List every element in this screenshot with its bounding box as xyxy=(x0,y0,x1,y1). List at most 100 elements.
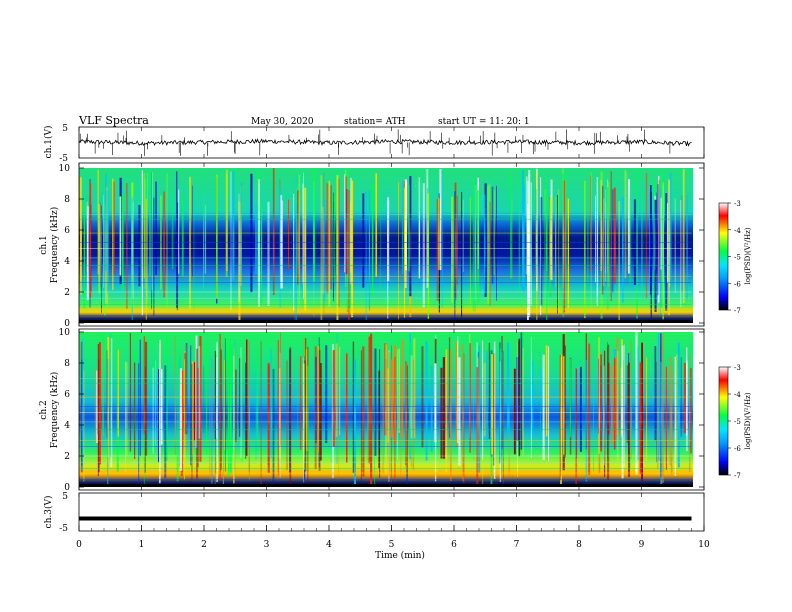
spectrogram-streak xyxy=(325,345,328,444)
spectrogram-streak xyxy=(317,348,318,450)
spectrogram-streak xyxy=(397,335,399,443)
spectrogram-streak xyxy=(405,362,408,470)
spectrogram-streak xyxy=(131,197,133,321)
spectrogram-streak xyxy=(626,365,628,443)
spectrogram-streak xyxy=(323,198,326,301)
colorbar-ch2-gradient xyxy=(718,366,729,476)
spectrogram-streak xyxy=(508,369,510,477)
spectrogram-streak xyxy=(453,186,454,288)
spectrogram-streak xyxy=(367,364,370,461)
spectrogram-streak xyxy=(677,342,680,468)
ch3-ylabel: ch.3(V) xyxy=(43,496,54,529)
spectrogram-streak xyxy=(522,348,524,456)
spectrogram-streak xyxy=(248,341,250,478)
spectrogram-streak xyxy=(258,179,260,307)
spectrogram-streak xyxy=(79,200,82,295)
spectrogram-streak xyxy=(482,340,484,460)
spectrogram-streak xyxy=(665,366,667,470)
spectrogram-streak xyxy=(171,186,174,270)
spectrogram-streak xyxy=(610,171,612,301)
spectrogram-streak xyxy=(507,342,510,435)
spectrogram-streak xyxy=(585,360,588,482)
spectrogram-streak xyxy=(689,368,692,454)
spectrogram-streak xyxy=(158,369,160,463)
colorbar-ch2-label: log(PSD)(V²/Hz) xyxy=(744,392,752,449)
spectrogram-streak xyxy=(362,193,365,288)
spectrogram-streak xyxy=(317,346,320,453)
spectrogram-streak xyxy=(425,341,428,461)
spectrogram-streak xyxy=(557,195,558,314)
spectrogram-streak xyxy=(540,197,543,306)
spectrogram-streak xyxy=(600,354,602,452)
spectrogram-streak xyxy=(95,370,98,443)
y-tick-label: 2 xyxy=(64,452,70,462)
spectrogram-streak xyxy=(484,183,487,297)
spectrogram-streak xyxy=(333,192,334,302)
spectrogram-streak xyxy=(441,170,443,309)
spectrogram-streak xyxy=(473,363,474,461)
spectrogram-streak xyxy=(294,201,296,322)
spectrogram-streak xyxy=(661,172,663,308)
spectrogram-streak xyxy=(214,350,216,440)
spectrogram-streak xyxy=(683,363,686,434)
spectrogram-streak xyxy=(540,177,542,315)
spectrogram-streak xyxy=(337,179,340,307)
spectrogram-streak xyxy=(145,198,147,320)
spectrogram-streak xyxy=(584,180,586,319)
ch2-spectrogram-hlines xyxy=(79,378,692,487)
ch1-ylabel: ch.1(V) xyxy=(43,126,54,159)
spectrogram-streak xyxy=(86,206,89,301)
spectrogram-streak xyxy=(84,191,86,284)
ch3-ytick-top: 5 xyxy=(62,492,68,502)
spectrogram-streak xyxy=(491,186,494,284)
spectrogram-streak xyxy=(662,182,664,320)
spectrogram-streak xyxy=(280,332,281,445)
spectrogram-streak xyxy=(307,365,309,452)
colorbar-tick-label: -3 xyxy=(734,200,741,208)
spectrogram-streak xyxy=(267,201,270,306)
spectrogram-streak xyxy=(339,346,341,436)
spectrogram-streak xyxy=(89,182,92,298)
spectrogram-streak xyxy=(604,350,606,477)
spectrogram-streak xyxy=(402,180,403,274)
spectrogram-streak xyxy=(489,201,491,307)
spectrogram-streak xyxy=(203,366,205,433)
ch2-spectrogram-ylabel: Frequency (kHz) xyxy=(49,372,60,449)
spectrogram-streak xyxy=(155,181,157,275)
spectrogram-streak xyxy=(682,169,685,304)
spectrogram-streak xyxy=(368,365,369,440)
spectrogram-streak xyxy=(523,185,526,293)
y-tick-label: 8 xyxy=(64,359,70,369)
spectrogram-streak xyxy=(405,361,408,466)
spectrogram-streak xyxy=(394,356,396,482)
spectrogram-streak xyxy=(493,353,495,466)
spectrogram-streak xyxy=(676,354,678,458)
spectrogram-streak xyxy=(82,338,83,471)
spectrogram-streak xyxy=(394,345,397,445)
spectrogram-streak xyxy=(189,176,191,309)
spectrogram-streak xyxy=(635,332,638,475)
spectrogram-streak xyxy=(105,174,107,271)
spectrogram-streak xyxy=(279,352,281,478)
spectrogram-streak xyxy=(612,189,614,293)
spectrogram-streak xyxy=(413,338,416,439)
spectrogram-dc-band xyxy=(79,320,692,323)
x-tick-label: 7 xyxy=(514,540,520,550)
spectrogram-streak xyxy=(161,369,163,445)
x-tick-label: 3 xyxy=(264,540,270,550)
spectrogram-streak xyxy=(629,198,632,285)
spectrogram-streak xyxy=(166,173,168,308)
spectrogram-streak xyxy=(370,333,373,486)
spectrogram-streak xyxy=(176,202,179,311)
spectrogram-streak xyxy=(199,336,202,462)
spectrogram-streak xyxy=(368,336,371,464)
spectrogram-streak xyxy=(575,368,577,486)
spectrogram-dc-band xyxy=(79,484,692,487)
y-tick-label: 8 xyxy=(64,195,70,205)
spectrogram-streak xyxy=(159,339,161,484)
spectrogram-streak xyxy=(665,193,668,311)
spectrogram-streak xyxy=(193,187,195,311)
spectrogram-streak xyxy=(565,172,567,308)
spectrogram-streak xyxy=(457,336,459,444)
ch2-spectrogram-ylabel-top: ch.2 xyxy=(39,400,49,419)
